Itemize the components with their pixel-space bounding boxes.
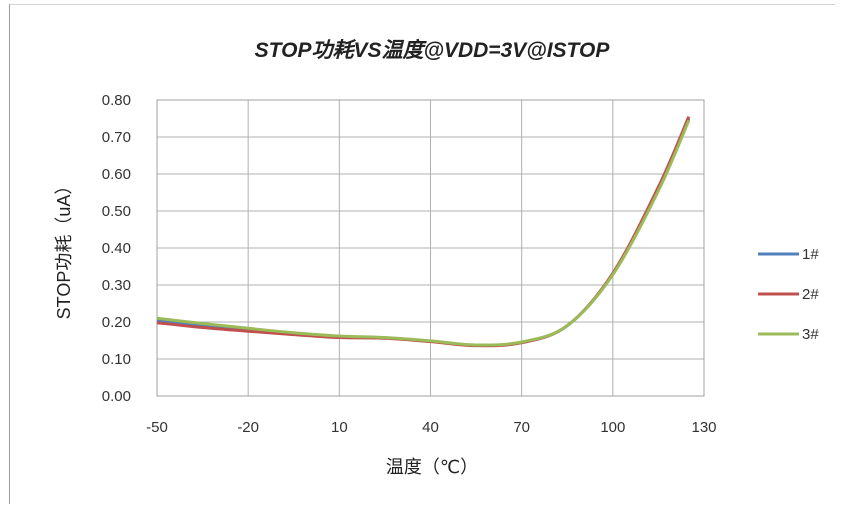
x-tick-labels: -50 -20 10 40 70 100 130 xyxy=(146,419,716,436)
y-tick-label: 0.50 xyxy=(102,203,131,220)
series-line-2 xyxy=(156,116,691,348)
y-tick-label: 0.70 xyxy=(102,129,131,146)
y-tick-label: 0.80 xyxy=(102,92,131,109)
y-tick-label: 0.20 xyxy=(102,314,131,331)
y-tick-label: 0.00 xyxy=(102,388,131,405)
series-line-1 xyxy=(156,117,691,347)
chart-title: STOP功耗VS温度@VDD=3V@ISTOP xyxy=(255,38,611,62)
gridlines xyxy=(156,99,705,397)
x-axis-label: 温度（℃） xyxy=(386,457,478,477)
x-tick-label: 70 xyxy=(513,419,530,436)
y-axis-label: STOP功耗（uA） xyxy=(54,177,74,320)
legend-label: 1# xyxy=(802,246,819,263)
series-lines xyxy=(156,116,691,348)
chart-frame xyxy=(9,4,835,504)
legend-label: 2# xyxy=(802,286,819,303)
y-tick-label: 0.30 xyxy=(102,277,131,294)
x-tick-label: -20 xyxy=(237,419,259,436)
series-line-3 xyxy=(156,119,691,347)
x-tick-label: 130 xyxy=(691,419,716,436)
x-tick-label: -50 xyxy=(146,419,168,436)
x-tick-label: 10 xyxy=(331,419,348,436)
plot-area-border xyxy=(156,99,705,397)
x-tick-label: 40 xyxy=(422,419,439,436)
y-tick-labels: 0.00 0.10 0.20 0.30 0.40 0.50 0.60 0.70 0.80 xyxy=(102,92,131,405)
legend: 1# 2# 3# xyxy=(758,246,819,343)
y-tick-label: 0.10 xyxy=(102,351,131,368)
x-tick-label: 100 xyxy=(600,419,625,436)
y-tick-label: 0.60 xyxy=(102,166,131,183)
y-tick-label: 0.40 xyxy=(102,240,131,257)
legend-label: 3# xyxy=(802,326,819,343)
